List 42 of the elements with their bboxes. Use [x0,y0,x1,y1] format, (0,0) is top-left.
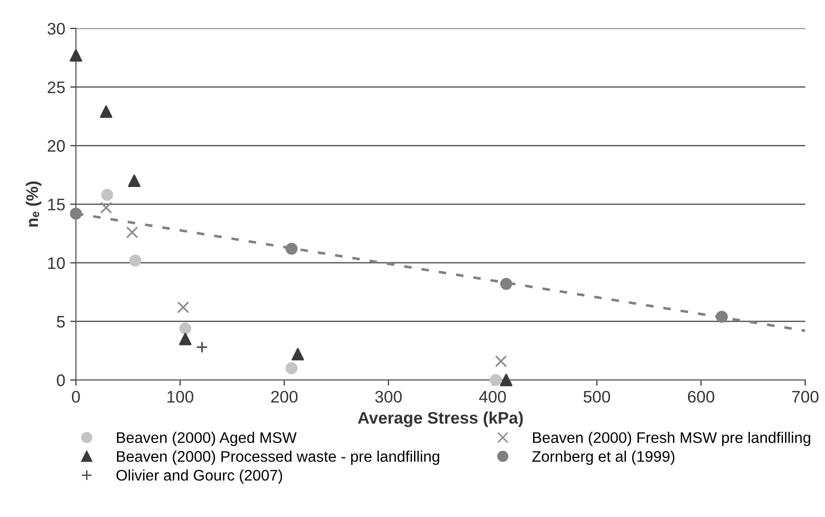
legend-label: Beaven (2000) Aged MSW [117,432,297,446]
point [177,301,190,314]
y-axis-title: nₑ (%) [26,182,42,227]
y-tick-label: 25 [48,81,65,94]
y-tick-label: 15 [48,198,65,210]
point [126,226,138,238]
x-tick-label: 500 [584,390,610,403]
legend-label: Olivier and Gourc (2007) [116,469,282,484]
point [292,348,304,360]
point [500,278,512,290]
x-tick-label: 300 [375,390,402,403]
point [129,254,142,266]
point [490,374,502,386]
point [716,310,728,323]
x-tick-label: 0 [72,390,80,403]
point [196,341,208,354]
point [500,374,512,386]
legend-label: Zornberg et al (1999) [532,450,674,465]
x-axis-title: Average Stress (kPa) [358,412,523,428]
legend-label: Beaven (2000) Processed waste - pre landfilling [117,450,440,465]
point [101,188,114,201]
point [179,322,192,334]
point [494,355,507,368]
x-tick-label: 200 [271,390,298,403]
x-tick-label: 400 [479,390,506,403]
point [128,174,140,187]
point [179,332,192,346]
point [286,242,298,255]
point [70,208,82,220]
y-tick-label: 5 [56,316,65,328]
y-tick-label: 0 [56,374,65,386]
point [286,362,298,374]
y-tick-label: 20 [48,140,65,152]
y-tick-label: 30 [48,22,65,35]
x-tick-label: 700 [792,390,818,403]
point [100,105,112,118]
point [70,49,82,62]
y-tick-label: 10 [48,257,65,270]
point [100,202,112,214]
x-tick-label: 100 [167,390,194,403]
legend-label: Beaven (2000) Fresh MSW pre landfilling [533,432,810,446]
x-tick-label: 600 [688,390,714,403]
